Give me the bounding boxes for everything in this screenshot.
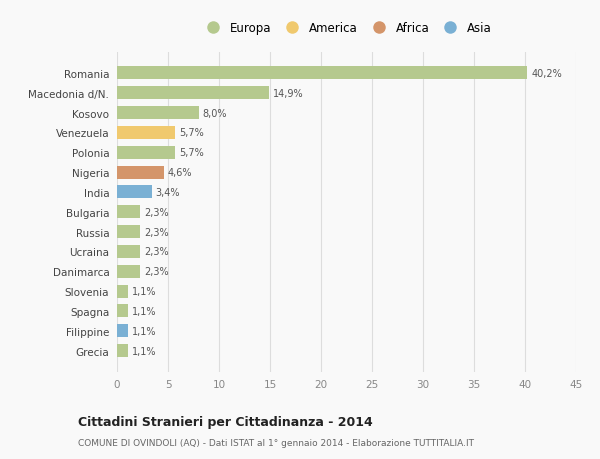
Bar — [117, 87, 269, 100]
Text: 3,4%: 3,4% — [156, 188, 180, 197]
Text: 1,1%: 1,1% — [133, 306, 157, 316]
Text: 40,2%: 40,2% — [531, 69, 562, 78]
Text: COMUNE DI OVINDOLI (AQ) - Dati ISTAT al 1° gennaio 2014 - Elaborazione TUTTITALI: COMUNE DI OVINDOLI (AQ) - Dati ISTAT al … — [78, 438, 474, 448]
Text: 2,3%: 2,3% — [145, 227, 169, 237]
Text: 2,3%: 2,3% — [145, 207, 169, 217]
Bar — [117, 305, 128, 318]
Text: 4,6%: 4,6% — [168, 168, 193, 178]
Bar — [117, 166, 164, 179]
Bar — [117, 325, 128, 337]
Bar — [117, 285, 128, 298]
Text: 1,1%: 1,1% — [133, 346, 157, 356]
Text: 14,9%: 14,9% — [273, 89, 304, 99]
Bar — [117, 67, 527, 80]
Text: 5,7%: 5,7% — [179, 148, 204, 158]
Bar — [117, 344, 128, 357]
Text: 5,7%: 5,7% — [179, 128, 204, 138]
Text: 2,3%: 2,3% — [145, 247, 169, 257]
Text: 1,1%: 1,1% — [133, 286, 157, 297]
Text: Cittadini Stranieri per Cittadinanza - 2014: Cittadini Stranieri per Cittadinanza - 2… — [78, 415, 373, 428]
Bar — [117, 246, 140, 258]
Legend: Europa, America, Africa, Asia: Europa, America, Africa, Asia — [201, 22, 492, 35]
Bar — [117, 146, 175, 159]
Text: 2,3%: 2,3% — [145, 267, 169, 277]
Text: 8,0%: 8,0% — [203, 108, 227, 118]
Text: 1,1%: 1,1% — [133, 326, 157, 336]
Bar — [117, 206, 140, 219]
Bar — [117, 186, 152, 199]
Bar — [117, 107, 199, 120]
Bar — [117, 127, 175, 140]
Bar — [117, 226, 140, 239]
Bar — [117, 265, 140, 278]
